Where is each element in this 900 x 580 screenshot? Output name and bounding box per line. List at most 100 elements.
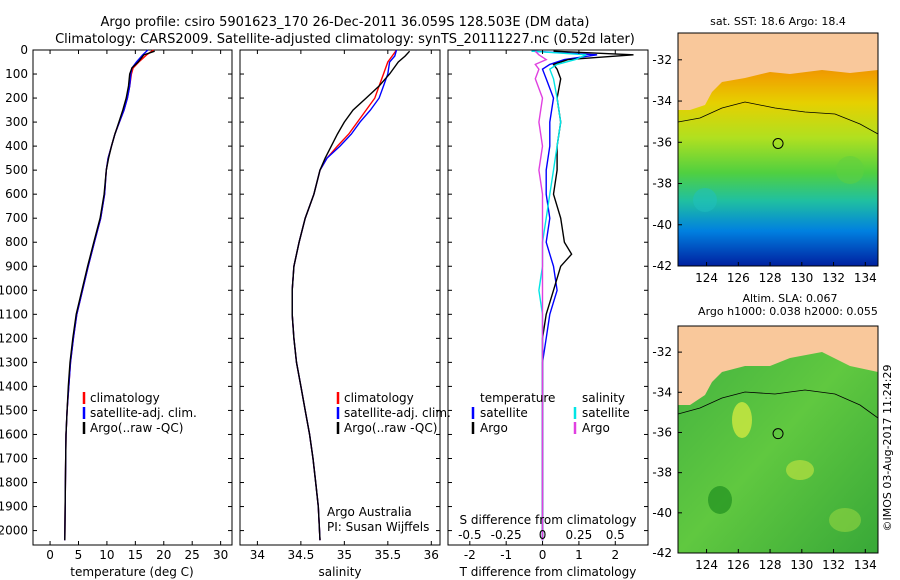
map-x-tick-label: 124	[695, 558, 718, 572]
map-x-tick-label: 134	[854, 558, 877, 572]
map-x-tick-label: 130	[790, 558, 813, 572]
map-x-tick-label: 132	[822, 271, 845, 285]
salinity-xlabel: salinity	[318, 565, 361, 579]
sla-high-blob-3	[829, 508, 861, 532]
difference-panel: -2 -1 0 1 2 -0.5 -0.25 0 0.25 0.5 S difference f…	[447, 49, 649, 579]
depth-tick-label: 300	[5, 115, 28, 129]
series-line-climatology	[64, 49, 154, 541]
temperature-plot-area	[33, 49, 232, 541]
x-tick-label: 30	[213, 548, 228, 562]
x-tick-label: 15	[128, 548, 143, 562]
depth-tick-label: 1900	[0, 500, 28, 514]
map-x-tick-label: 126	[727, 558, 750, 572]
difference-legend: temperature satellite Argo salinity sate…	[471, 391, 630, 435]
header-subtitle: Climatology: CARS2009. Satellite-adjuste…	[55, 32, 635, 47]
map-y-tick-label: -38	[652, 466, 672, 480]
depth-tick-label: 1600	[0, 427, 28, 441]
salinity-legend: climatology satellite-adj. clim. Argo(..…	[336, 391, 451, 435]
depth-tick-label: 400	[5, 139, 28, 153]
x-tick-label: 25	[185, 548, 200, 562]
s-tick-label: -0.25	[491, 528, 522, 542]
header-title: Argo profile: csiro 5901623_170 26-Dec-2…	[101, 15, 590, 30]
temperature-x-ticks: 0 5 10 15 20 25 30	[46, 50, 228, 562]
map-x-tick-label: 128	[759, 271, 782, 285]
sla-isobath	[678, 389, 878, 419]
x-tick-label: -1	[500, 548, 512, 562]
map-y-tick-label: -36	[652, 135, 672, 149]
sla-y-ticks: -32 -34 -36 -38 -40 -42	[652, 345, 682, 560]
depth-tick-label: 1000	[0, 283, 28, 297]
temperature-panel-frame	[32, 49, 233, 546]
sla-map-subtitle: Argo h1000: 0.038 h2000: 0.055	[698, 305, 878, 318]
depth-tick-label: 1500	[0, 403, 28, 417]
map-y-tick-label: -34	[652, 385, 672, 399]
sst-warm-blob	[836, 156, 864, 184]
sla-x-ticks: 124 126 128 130 132 134	[695, 549, 877, 572]
map-y-tick-label: -40	[652, 218, 672, 232]
x-tick-label: 34.5	[288, 548, 315, 562]
map-y-tick-label: -42	[652, 546, 672, 560]
salinity-panel-frame	[239, 49, 441, 546]
series-line-satellite-adj-clim-	[64, 49, 149, 541]
depth-tick-label: 0	[20, 43, 28, 57]
sst-land	[678, 33, 878, 110]
x-tick-label: 10	[99, 548, 114, 562]
map-y-tick-label: -32	[652, 345, 672, 359]
sst-map-frame	[677, 32, 879, 267]
map-y-tick-label: -40	[652, 506, 672, 520]
series-line-climatology	[291, 49, 398, 541]
credit-pi: PI: Susan Wijffels	[327, 520, 429, 534]
sst-x-ticks: 124 126 128 130 132 134	[695, 262, 877, 285]
depth-tick-label: 1300	[0, 355, 28, 369]
x-tick-label: 2	[611, 548, 619, 562]
depth-tick-label: 800	[5, 235, 28, 249]
x-tick-label: 1	[575, 548, 583, 562]
series-line-argo-raw-qc-	[291, 50, 411, 541]
x-tick-label: 35.5	[374, 548, 401, 562]
sla-map-title: Altim. SLA: 0.067	[742, 292, 837, 305]
depth-tick-label: 1700	[0, 451, 28, 465]
s-tick-label: -0.5	[458, 528, 481, 542]
x-tick-label: 0	[539, 548, 547, 562]
s-tick-label: 0.5	[606, 528, 625, 542]
depth-tick-label: 1100	[0, 307, 28, 321]
depth-tick-label: 1800	[0, 476, 28, 490]
temperature-legend: climatology satellite-adj. clim. Argo(..…	[82, 391, 197, 435]
sal-legend-argo-label: Argo(..raw -QC)	[344, 421, 437, 435]
legend-temperature-title: temperature	[480, 391, 555, 405]
map-x-tick-label: 134	[854, 271, 877, 285]
map-y-tick-label: -42	[652, 259, 672, 273]
map-x-tick-label: 124	[695, 271, 718, 285]
map-y-tick-label: -34	[652, 94, 672, 108]
depth-tick-label: 100	[5, 67, 28, 81]
sla-low-blob	[708, 486, 732, 514]
x-tick-label: -2	[464, 548, 476, 562]
difference-s-ticks: -0.5 -0.25 0 0.25 0.5	[458, 528, 625, 542]
imos-stamp: ©IMOS 03-Aug-2017 11:24:29	[881, 365, 894, 532]
series-line-satellite-adj-clim-	[291, 49, 398, 541]
difference-x-ticks: -2 -1 0 1 2	[464, 50, 619, 562]
depth-tick-label: 500	[5, 163, 28, 177]
sst-float-marker	[772, 137, 784, 149]
depth-tick-label: 1400	[0, 379, 28, 393]
s-tick-label: 0.25	[566, 528, 593, 542]
sla-high-blob	[732, 402, 752, 438]
salinity-x-ticks: 34 34.5 35 35.5 36	[250, 50, 439, 562]
series-line-argo-raw-qc-	[64, 50, 155, 541]
map-x-tick-label: 126	[727, 271, 750, 285]
sla-land	[678, 326, 878, 405]
map-y-tick-label: -36	[652, 425, 672, 439]
sst-map: sat. SST: 18.6 Argo: 18.4	[652, 15, 879, 285]
map-y-tick-label: -32	[652, 53, 672, 67]
sst-isobath	[678, 101, 878, 135]
diff-legend-t-satellite-label: satellite	[480, 406, 528, 420]
x-tick-label: 36	[424, 548, 439, 562]
map-x-tick-label: 130	[790, 271, 813, 285]
difference-plot-area	[448, 49, 648, 541]
sst-eddy-blob	[693, 188, 717, 212]
sla-high-blob-2	[786, 460, 814, 480]
t-difference-label: T difference from climatology	[459, 565, 637, 579]
depth-axis-labels: 0 100 200 300 400 500 600 700 800 900 1000 1100 1200…	[0, 43, 28, 538]
depth-tick-label: 2000	[0, 524, 28, 538]
